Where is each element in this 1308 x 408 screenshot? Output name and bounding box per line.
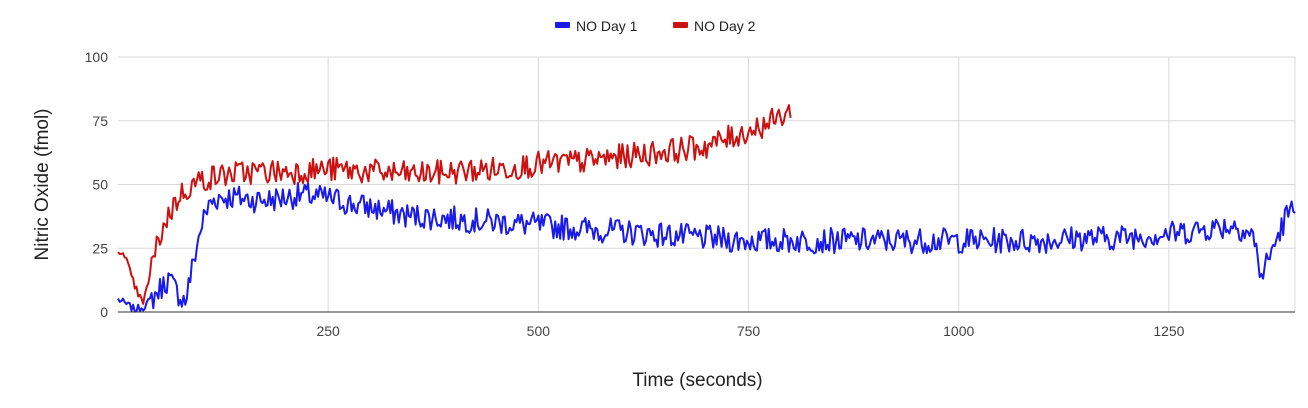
series-line-2 — [117, 104, 792, 305]
x-axis-title: Time (seconds) — [632, 370, 762, 391]
x-tick-label: 1250 — [1153, 323, 1184, 339]
gridlines — [118, 56, 1296, 312]
series-line-1 — [117, 182, 1296, 313]
y-tick-label: 25 — [92, 240, 108, 256]
y-tick-label: 50 — [92, 177, 108, 193]
y-tick-label: 75 — [92, 113, 108, 129]
series-lines — [117, 104, 1296, 313]
legend-swatch-2 — [673, 22, 688, 28]
x-axis-ticks: 250 500 750 1000 1250 — [316, 323, 1184, 339]
legend: NO Day 1 NO Day 2 — [555, 18, 756, 34]
y-axis-ticks: 0 25 50 75 100 — [85, 49, 109, 320]
x-tick-label: 500 — [527, 323, 551, 339]
legend-label-1: NO Day 1 — [576, 18, 638, 34]
legend-label-2: NO Day 2 — [694, 18, 756, 34]
x-tick-label: 1000 — [943, 323, 974, 339]
y-tick-label: 0 — [100, 304, 108, 320]
y-axis-title: Nitric Oxide (fmol) — [32, 108, 53, 260]
x-tick-label: 750 — [737, 323, 761, 339]
y-tick-label: 100 — [85, 49, 109, 65]
x-tick-label: 250 — [316, 323, 340, 339]
legend-swatch-1 — [555, 22, 570, 28]
